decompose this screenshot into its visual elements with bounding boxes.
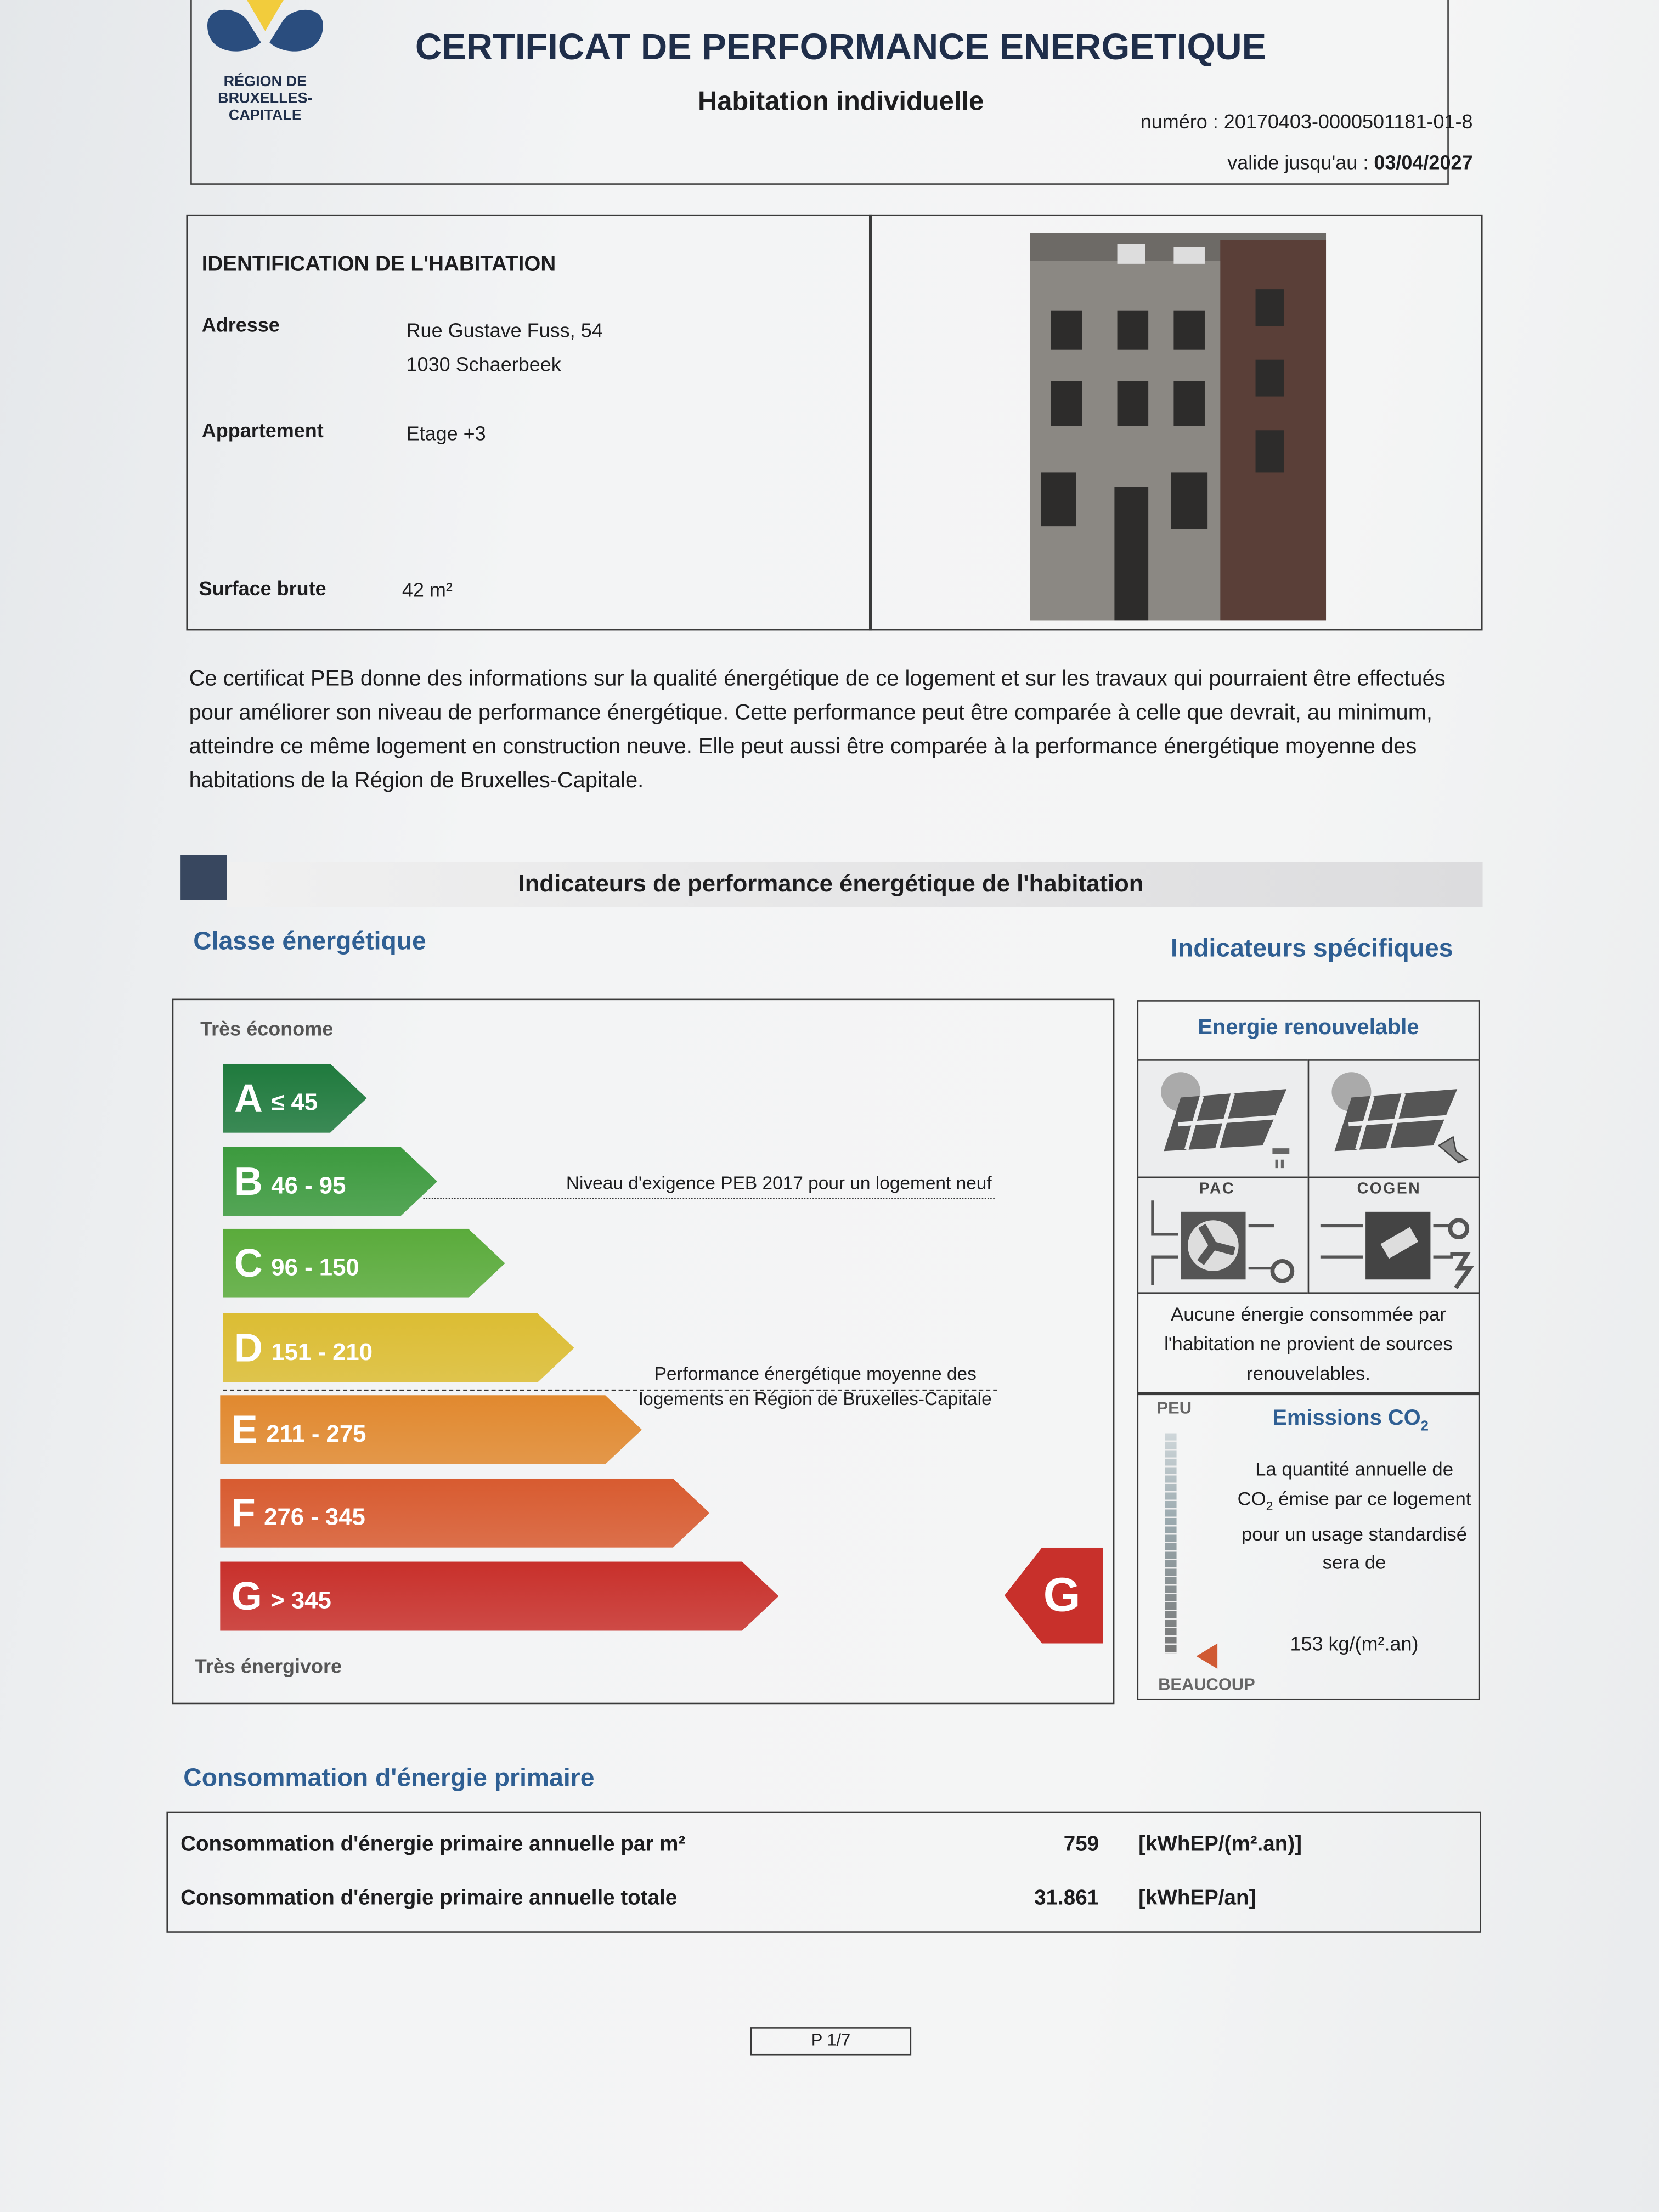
consumption-table xyxy=(166,1811,1481,1933)
cogen-icon xyxy=(1320,1211,1474,1289)
pac-label: PAC xyxy=(1199,1181,1235,1198)
row-unit: [kWhEP/an] xyxy=(1138,1886,1256,1910)
class-letter: D xyxy=(234,1325,263,1369)
class-range: 151 - 210 xyxy=(271,1338,373,1365)
section-marker xyxy=(180,855,227,900)
section-title: Indicateurs de performance énergétique d… xyxy=(518,870,1144,898)
solar-pv-icon xyxy=(1331,1072,1469,1164)
consumption-heading: Consommation d'énergie primaire xyxy=(183,1763,595,1792)
renewable-title: Energie renouvelable xyxy=(1198,1015,1419,1040)
page-number-text: P 1/7 xyxy=(811,2030,851,2050)
certificate-number: numéro : 20170403-0000501181-01-8 xyxy=(1141,110,1473,133)
energy-class-d: D 151 - 210 xyxy=(223,1313,574,1383)
class-letter: B xyxy=(234,1159,263,1203)
address-label: Adresse xyxy=(201,313,280,336)
energy-class-c: C 96 - 150 xyxy=(223,1229,505,1298)
ref-avg-line xyxy=(223,1389,997,1391)
building-photo xyxy=(1030,233,1327,621)
class-range: 276 - 345 xyxy=(264,1503,365,1530)
page-number: P 1/7 xyxy=(750,2027,912,2056)
energy-class-b: B 46 - 95 xyxy=(223,1147,437,1216)
specific-heading: Indicateurs spécifiques xyxy=(1171,934,1453,962)
logo-text: RÉGION DE BRUXELLES- CAPITALE xyxy=(198,74,333,125)
top-label: Très économe xyxy=(200,1017,334,1040)
logo-line: CAPITALE xyxy=(228,107,302,125)
identification-title: IDENTIFICATION DE L'HABITATION xyxy=(201,252,556,276)
heat-pump-cell: PAC xyxy=(1137,1176,1310,1294)
energy-class-f: F 276 - 345 xyxy=(220,1479,709,1548)
brussels-logo-icon xyxy=(207,0,323,52)
section-bar xyxy=(227,862,1483,907)
energy-class-box xyxy=(172,998,1115,1705)
valid-label: valide jusqu'au : xyxy=(1227,151,1369,174)
peu-label: PEU xyxy=(1156,1398,1192,1418)
renewable-divider xyxy=(1137,1392,1480,1395)
co2-value: 153 kg/(m².an) xyxy=(1290,1632,1419,1655)
row-label: Consommation d'énergie primaire annuelle… xyxy=(180,1832,686,1857)
logo-line: RÉGION DE xyxy=(223,73,307,91)
bottom-label: Très énergivore xyxy=(194,1655,342,1678)
class-range: 96 - 150 xyxy=(271,1253,359,1280)
co2-title: Emissions CO2 xyxy=(1272,1407,1429,1435)
row-unit: [kWhEP/(m².an)] xyxy=(1138,1832,1302,1857)
apartment-label: Appartement xyxy=(201,419,324,442)
ref-avg-line2: logements en Région de Bruxelles-Capital… xyxy=(639,1388,992,1409)
address-line1: Rue Gustave Fuss, 54 xyxy=(406,319,603,342)
page-subtitle: Habitation individuelle xyxy=(697,87,984,117)
cogen-label: COGEN xyxy=(1357,1181,1421,1198)
co2-text-rest: émise par ce logement pour un usage stan… xyxy=(1241,1487,1471,1573)
apartment-value: Etage +3 xyxy=(406,421,486,444)
numero-label: numéro : xyxy=(1140,110,1218,133)
logo-line: BRUXELLES- xyxy=(218,90,313,108)
co2-text-sub: 2 xyxy=(1266,1498,1273,1513)
class-range: 211 - 275 xyxy=(266,1420,366,1447)
valid-date: 03/04/2027 xyxy=(1374,151,1473,174)
ref-new-line xyxy=(423,1198,995,1199)
cogen-cell: COGEN xyxy=(1307,1176,1480,1294)
header-box xyxy=(190,0,1449,185)
beaucoup-label: BEAUCOUP xyxy=(1158,1674,1255,1695)
row-value: 759 xyxy=(1063,1832,1099,1857)
class-letter: G xyxy=(231,1573,262,1618)
page-title: CERTIFICAT DE PERFORMANCE ENERGETIQUE xyxy=(415,25,1267,68)
intro-paragraph: Ce certificat PEB donne des informations… xyxy=(189,667,1446,793)
energy-class-g: G > 345 xyxy=(220,1562,778,1631)
ref-avg-line1: Performance énergétique moyenne des xyxy=(654,1362,977,1384)
energy-class-e: E 211 - 275 xyxy=(220,1395,642,1464)
address-line2: 1030 Schaerbeek xyxy=(406,352,561,375)
surface-label: Surface brute xyxy=(199,577,326,600)
class-letter: F xyxy=(231,1490,256,1534)
solar-thermal-cell xyxy=(1137,1059,1310,1178)
class-range: ≤ 45 xyxy=(271,1088,318,1115)
validity: valide jusqu'au : 03/04/2027 xyxy=(1227,151,1472,173)
numero-value: 20170403-0000501181-01-8 xyxy=(1223,110,1473,133)
heat-pump-icon xyxy=(1151,1200,1295,1285)
class-range: 46 - 95 xyxy=(271,1171,346,1199)
ref-new-label: Niveau d'exigence PEB 2017 pour un logem… xyxy=(566,1172,992,1194)
co2-text-co: CO xyxy=(1237,1487,1266,1509)
identification-box xyxy=(186,214,1483,631)
co2-title-sub: 2 xyxy=(1420,1419,1429,1435)
surface-value: 42 m² xyxy=(402,578,453,601)
row-value: 31.861 xyxy=(1034,1886,1099,1910)
identification-divider xyxy=(868,214,871,631)
class-range: > 345 xyxy=(270,1586,331,1613)
current-class-letter: G xyxy=(1043,1568,1081,1622)
co2-text-line1: La quantité annuelle de xyxy=(1255,1458,1454,1480)
specific-box xyxy=(1137,1000,1480,1700)
class-letter: E xyxy=(231,1407,258,1451)
co2-text: La quantité annuelle de CO2 émise par ce … xyxy=(1236,1456,1473,1578)
co2-marker-icon xyxy=(1196,1643,1218,1669)
classe-heading: Classe énergétique xyxy=(193,927,426,955)
row-label: Consommation d'énergie primaire annuelle… xyxy=(180,1886,678,1910)
co2-title-text: Emissions CO xyxy=(1272,1406,1421,1431)
co2-scale xyxy=(1165,1433,1177,1654)
class-letter: C xyxy=(234,1240,263,1285)
solar-thermal-icon xyxy=(1161,1072,1290,1169)
solar-pv-cell xyxy=(1307,1059,1480,1178)
class-letter: A xyxy=(234,1075,263,1120)
renewable-text: Aucune énergie consommée par l'habitatio… xyxy=(1164,1303,1453,1384)
ref-avg-label: Performance énergétique moyenne des loge… xyxy=(639,1361,992,1412)
